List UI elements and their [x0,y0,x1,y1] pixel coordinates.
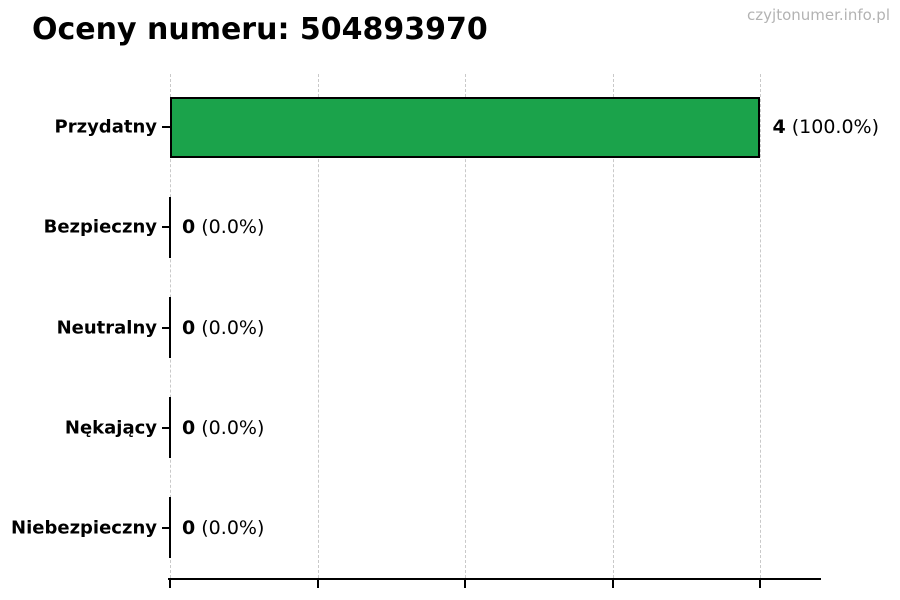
value-number: 0 [182,316,196,339]
value-number: 0 [182,416,196,439]
x-tick [611,580,614,588]
value-number: 0 [182,516,196,539]
x-gridline [760,74,762,578]
category-label: Bezpieczny [43,216,157,238]
value-number: 4 [772,116,786,139]
value-percent: (100.0%) [785,116,880,139]
x-tick [169,580,171,588]
zero-bar [169,397,171,459]
value-number: 0 [182,216,196,239]
y-tick [162,526,170,529]
category-label: Przydatny [54,116,157,138]
value-label: 0 (0.0%) [182,417,264,439]
watermark-text: czyjtonumer.info.pl [747,6,890,24]
x-gridline [612,74,614,578]
bar [170,96,761,158]
plot-area: 4 (100.0%) 0 (0.0%) 0 (0.0%) 0 (0.0%) 0 (0.0… [162,74,879,588]
y-tick [162,226,170,229]
x-tick [759,580,762,588]
value-label: 0 (0.0%) [182,317,264,339]
value-percent: (0.0%) [195,316,265,339]
category-label: Niebezpieczny [11,517,157,539]
category-label: Neutralny [56,317,157,338]
zero-bar [169,196,171,258]
value-percent: (0.0%) [195,216,265,239]
x-tick [464,580,467,588]
zero-bar [169,297,171,358]
value-label: 0 (0.0%) [182,517,264,539]
category-label: Nękający [64,417,157,439]
value-percent: (0.0%) [195,416,265,439]
x-gridline [465,74,467,578]
value-label: 4 (100.0%) [772,116,879,138]
value-percent: (0.0%) [195,516,265,539]
value-label: 0 (0.0%) [182,216,264,238]
x-axis-line [168,578,821,580]
chart-title: Oceny numeru: 504893970 [32,12,488,47]
x-gridline [317,74,319,578]
x-tick [316,580,319,588]
y-tick [162,426,170,429]
zero-bar [169,497,171,559]
y-tick [162,326,170,329]
y-tick [162,126,170,129]
